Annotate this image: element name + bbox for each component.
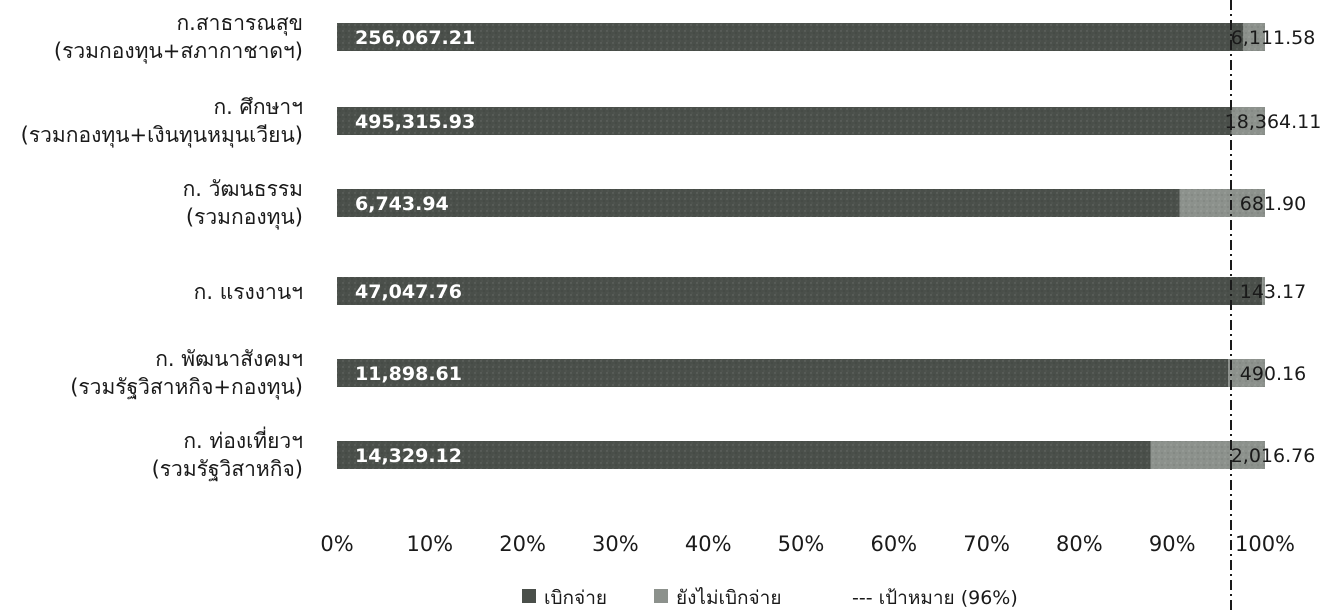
data-label-disbursed: 47,047.76 bbox=[355, 281, 462, 303]
category-labels: ก.สาธารณสุข (รวมกองทุน+สภากาชาดฯ) ก. ศึกษา… bbox=[21, 11, 303, 481]
x-tick-label: 80% bbox=[1056, 532, 1103, 556]
data-label-undisbursed: 18,364.11 bbox=[1225, 111, 1322, 133]
legend-label-target: --- เป้าหมาย (96%) bbox=[852, 587, 1018, 609]
x-tick-label: 90% bbox=[1149, 532, 1196, 556]
x-tick-label: 20% bbox=[499, 532, 546, 556]
bar-disbursed-texture bbox=[337, 23, 1244, 51]
bar-undisbursed-texture bbox=[1231, 107, 1265, 135]
bar-disbursed-texture bbox=[337, 441, 1151, 469]
data-label-undisbursed: 2,016.76 bbox=[1231, 445, 1316, 467]
bar-undisbursed-texture bbox=[1228, 359, 1265, 387]
data-label-undisbursed: 6,111.58 bbox=[1231, 27, 1316, 49]
data-label-disbursed: 11,898.61 bbox=[355, 363, 462, 385]
bar-undisbursed-texture bbox=[1179, 189, 1265, 217]
category-label: (รวมรัฐวิสาหกิจ+กองทุน) bbox=[70, 375, 303, 400]
x-tick-label: 100% bbox=[1235, 532, 1295, 556]
category-label: (รวมกองทุน+สภากาชาดฯ) bbox=[54, 39, 303, 64]
x-tick-label: 70% bbox=[963, 532, 1010, 556]
legend-label-disbursed: เบิกจ่าย bbox=[544, 587, 607, 609]
data-label-disbursed: 495,315.93 bbox=[355, 111, 475, 133]
data-label-undisbursed: 143.17 bbox=[1240, 281, 1306, 303]
x-tick-label: 40% bbox=[685, 532, 732, 556]
category-label: (รวมกองทุน) bbox=[186, 205, 303, 230]
legend-swatch-undisbursed bbox=[654, 589, 668, 603]
category-label: ก. แรงงานฯ bbox=[194, 280, 303, 304]
category-label: ก. ศึกษาฯ bbox=[213, 95, 303, 119]
x-tick-label: 0% bbox=[320, 532, 353, 556]
bar-undisbursed-texture bbox=[1243, 23, 1265, 51]
x-tick-label: 30% bbox=[592, 532, 639, 556]
data-label-undisbursed: 490.16 bbox=[1240, 363, 1306, 385]
bar-undisbursed-texture bbox=[1150, 441, 1265, 469]
data-label-disbursed: 256,067.21 bbox=[355, 27, 475, 49]
data-label-disbursed: 6,743.94 bbox=[355, 193, 449, 215]
category-label: ก. ท่องเที่ยวฯ bbox=[183, 426, 303, 453]
bar-disbursed-texture bbox=[337, 107, 1232, 135]
category-label: ก. วัฒนธรรม bbox=[183, 177, 303, 201]
legend-label-undisbursed: ยังไม่เบิกจ่าย bbox=[676, 587, 781, 609]
legend: เบิกจ่าย ยังไม่เบิกจ่าย --- เป้าหมาย (96%) bbox=[522, 587, 1018, 609]
bar-disbursed-texture bbox=[337, 189, 1180, 217]
x-axis-ticks: 0% 10% 20% 30% 40% 50% 60% 70% 80% 90% 100% bbox=[320, 532, 1295, 556]
bar-disbursed-texture bbox=[337, 277, 1263, 305]
legend-swatch-disbursed bbox=[522, 589, 536, 603]
x-tick-label: 60% bbox=[870, 532, 917, 556]
data-label-disbursed: 14,329.12 bbox=[355, 445, 462, 467]
bar-undisbursed-texture bbox=[1262, 277, 1265, 305]
x-tick-label: 50% bbox=[778, 532, 825, 556]
category-label: ก. พัฒนาสังคมฯ bbox=[155, 347, 303, 371]
category-label: (รวมกองทุน+เงินทุนหมุนเวียน) bbox=[21, 123, 303, 148]
x-tick-label: 10% bbox=[406, 532, 453, 556]
bars-group: 256,067.21 6,111.58 495,315.93 18,364.11 6,7… bbox=[337, 23, 1321, 469]
category-label: ก.สาธารณสุข bbox=[176, 11, 303, 36]
bar-disbursed-texture bbox=[337, 359, 1229, 387]
category-label: (รวมรัฐวิสาหกิจ) bbox=[152, 457, 303, 481]
data-label-undisbursed: 681.90 bbox=[1240, 193, 1306, 215]
